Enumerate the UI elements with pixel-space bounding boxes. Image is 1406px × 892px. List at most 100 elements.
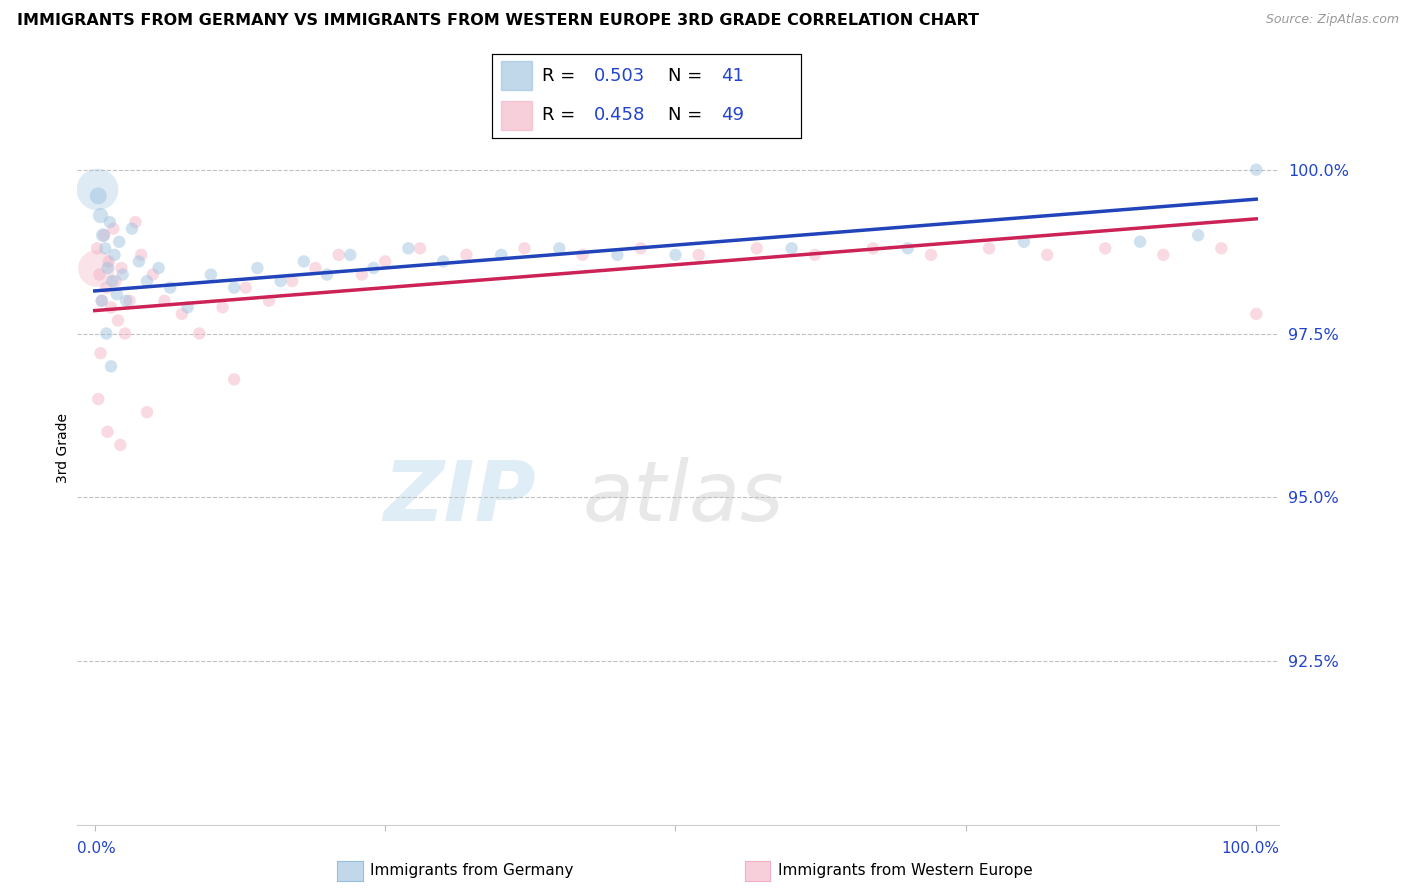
Point: [630, 241, 652, 255]
Point: [780, 241, 803, 255]
Text: IMMIGRANTS FROM GERMANY VS IMMIGRANTS FROM WESTERN EUROPE 3RD GRADE CORRELATION : IMMIGRANTS FROM GERMANY VS IMMIGRANTS FR…: [17, 13, 979, 29]
Point: [316, 268, 339, 282]
Point: [159, 280, 181, 294]
Y-axis label: 3rd Grade: 3rd Grade: [56, 413, 70, 483]
Point: [128, 254, 150, 268]
Point: [90, 209, 112, 223]
Point: [897, 241, 920, 255]
Point: [304, 260, 326, 275]
Point: [1036, 248, 1059, 262]
Point: [804, 248, 827, 262]
Point: [153, 293, 176, 308]
Point: [129, 248, 152, 262]
Text: 0.503: 0.503: [595, 67, 645, 85]
Point: [87, 392, 110, 406]
Point: [142, 268, 165, 282]
Point: [688, 248, 710, 262]
Text: Source: ZipAtlas.com: Source: ZipAtlas.com: [1265, 13, 1399, 27]
Point: [571, 248, 593, 262]
Text: R =: R =: [541, 67, 581, 85]
Point: [1152, 248, 1174, 262]
Text: 100.0%: 100.0%: [1222, 841, 1279, 856]
Point: [1244, 162, 1267, 177]
Point: [270, 274, 292, 288]
Point: [862, 241, 884, 255]
Point: [1211, 241, 1233, 255]
Point: [115, 293, 138, 308]
Point: [94, 241, 117, 255]
Point: [513, 241, 536, 255]
Point: [374, 254, 396, 268]
Point: [90, 293, 112, 308]
Point: [136, 274, 159, 288]
Point: [100, 301, 122, 315]
Bar: [502, 62, 533, 90]
Point: [91, 228, 114, 243]
Point: [111, 268, 134, 282]
Point: [103, 248, 125, 262]
Point: [432, 254, 454, 268]
Point: [745, 241, 768, 255]
Text: N =: N =: [668, 106, 709, 124]
Text: 49: 49: [721, 106, 744, 124]
Point: [110, 438, 132, 452]
Point: [96, 280, 118, 294]
Point: [211, 301, 233, 315]
Point: [977, 241, 1000, 255]
Bar: [502, 101, 533, 130]
Text: 0.458: 0.458: [595, 106, 645, 124]
Text: R =: R =: [541, 106, 581, 124]
Point: [292, 254, 315, 268]
Point: [1012, 235, 1035, 249]
Point: [328, 248, 350, 262]
Point: [86, 260, 108, 275]
Text: 41: 41: [721, 67, 744, 85]
Point: [350, 268, 373, 282]
Point: [246, 260, 269, 275]
Point: [104, 274, 127, 288]
Point: [1187, 228, 1209, 243]
Point: [103, 221, 125, 235]
Point: [176, 301, 198, 315]
Point: [1244, 307, 1267, 321]
Point: [96, 425, 118, 439]
Point: [114, 326, 136, 341]
Point: [89, 268, 111, 282]
Point: [90, 293, 112, 308]
Text: N =: N =: [668, 67, 709, 85]
Text: ZIP: ZIP: [384, 457, 536, 538]
Point: [98, 215, 121, 229]
Point: [409, 241, 432, 255]
Point: [200, 268, 222, 282]
Point: [90, 346, 112, 360]
Point: [363, 260, 385, 275]
Text: Immigrants from Germany: Immigrants from Germany: [370, 863, 574, 878]
Point: [456, 248, 478, 262]
Point: [87, 189, 110, 203]
Point: [224, 372, 246, 386]
Point: [1094, 241, 1116, 255]
Point: [235, 280, 257, 294]
Point: [224, 280, 246, 294]
Point: [396, 241, 419, 255]
Point: [97, 254, 120, 268]
Point: [118, 293, 141, 308]
Point: [257, 293, 280, 308]
Point: [93, 228, 115, 243]
Text: 0.0%: 0.0%: [77, 841, 117, 856]
Point: [101, 274, 124, 288]
Point: [606, 248, 628, 262]
Point: [491, 248, 513, 262]
Point: [1129, 235, 1152, 249]
Text: Immigrants from Western Europe: Immigrants from Western Europe: [778, 863, 1032, 878]
Point: [664, 248, 686, 262]
Point: [86, 241, 108, 255]
Point: [96, 260, 118, 275]
Point: [124, 215, 146, 229]
Point: [136, 405, 159, 419]
Point: [548, 241, 571, 255]
Point: [281, 274, 304, 288]
Point: [100, 359, 122, 374]
Point: [188, 326, 211, 341]
Point: [121, 221, 143, 235]
